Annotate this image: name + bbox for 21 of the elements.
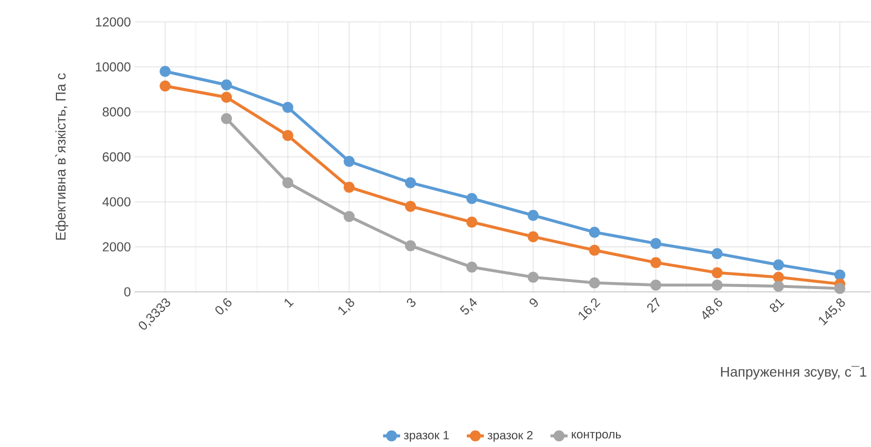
y-tick-label: 2000 — [102, 242, 130, 252]
x-tick-label: 9 — [530, 298, 538, 307]
x-tick-label: 3 — [406, 298, 416, 307]
y-tick-label: 12000 — [96, 17, 130, 26]
x-tick-label: 48,6 — [702, 298, 722, 320]
y-axis-title: Ефективна в`язкість, Па с — [55, 73, 68, 240]
y-tick-label: 6000 — [102, 152, 130, 162]
legend-label: зразок 1 — [404, 430, 449, 442]
legend-label: зразок 2 — [488, 430, 533, 442]
y-tick-label: 10000 — [96, 62, 130, 72]
x-tick-label: 1,8 — [338, 298, 354, 316]
x-tick-label: 81 — [770, 298, 784, 312]
x-tick-label: 5,4 — [460, 298, 477, 314]
x-tick-label: 0,6 — [215, 298, 232, 314]
y-tick-label: 0 — [124, 287, 130, 296]
x-tick-label: 27 — [647, 297, 660, 313]
y-tick-label: 8000 — [102, 107, 130, 116]
legend-label: контроль — [572, 432, 621, 441]
y-tick-label: 4000 — [102, 197, 130, 206]
x-axis-title: Напруження зсуву, с¯1 — [721, 366, 866, 380]
x-tick-label: 1 — [284, 298, 294, 308]
